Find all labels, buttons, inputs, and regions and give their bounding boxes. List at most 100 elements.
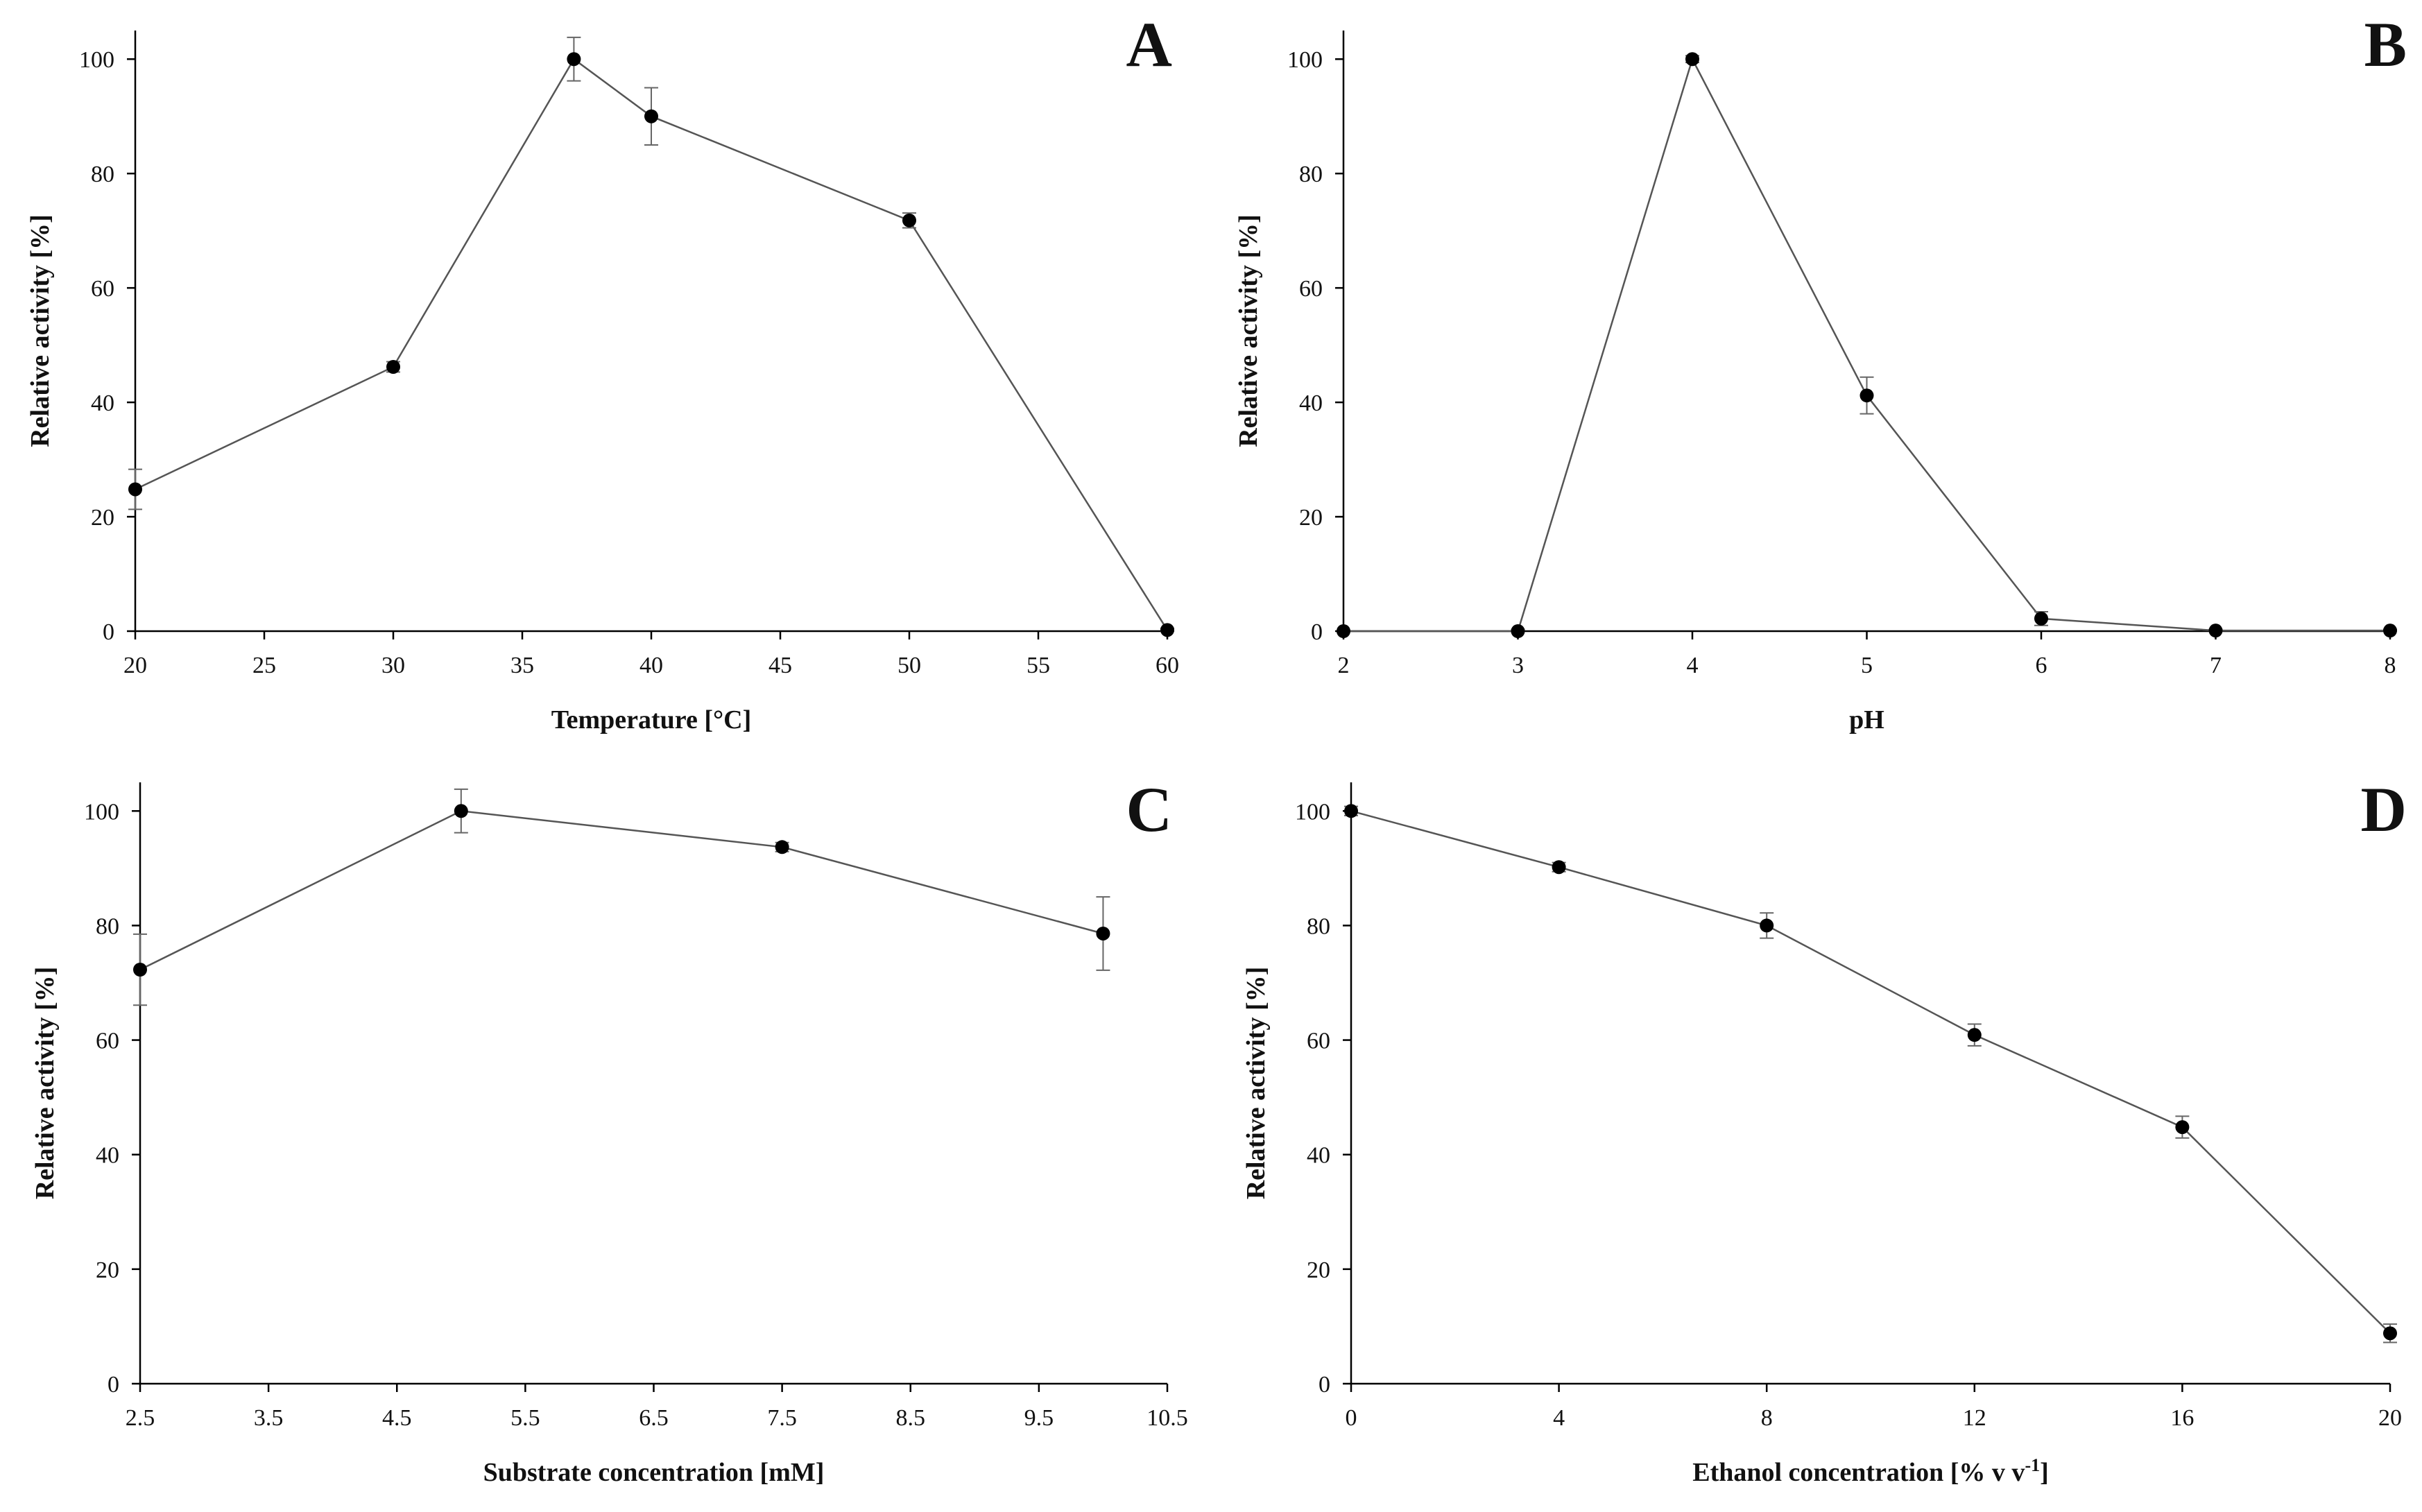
panel-a-y-tick-label: 60 xyxy=(91,276,114,302)
panel-d-letter: D xyxy=(2361,774,2407,845)
panel-b-x-tick-label: 2 xyxy=(1338,653,1350,678)
panel-d-x-tick-label: 16 xyxy=(2170,1405,2194,1431)
panel-c-x-tick-label: 8.5 xyxy=(896,1405,926,1431)
panel-b-y-tick-label: 100 xyxy=(1287,47,1323,73)
panel-b-data-point xyxy=(2208,624,2223,638)
panel-c-x-tick-label: 2.5 xyxy=(126,1405,155,1431)
panel-a-x-tick-label: 55 xyxy=(1027,653,1050,678)
panel-b-data-point xyxy=(2383,624,2397,638)
panel-a-series-line xyxy=(135,58,1169,631)
panel-a-x-tick-label: 50 xyxy=(897,653,921,678)
panel-d-data-point xyxy=(1344,804,1358,818)
panel-d-y-tick-label: 0 xyxy=(1319,1372,1330,1398)
panel-b-x-tick-label: 3 xyxy=(1512,653,1524,678)
panel-a-x-tick-label: 35 xyxy=(510,653,534,678)
panel-a-x-axis-title: Temperature [°C] xyxy=(551,705,752,734)
panel-c-letter: C xyxy=(1126,774,1172,845)
panel-b-data-point xyxy=(1685,52,1699,67)
panel-b-y-axis-title: Relative activity [%] xyxy=(1234,214,1263,447)
panel-b-y-tick-label: 40 xyxy=(1299,390,1323,416)
panel-c-chart: 0 20 40 60 80 100 2.5 3.5 4.5 5.5 6.5 7.5 8.5 9.5 10.5… xyxy=(31,774,1188,1487)
panel-c-data-point xyxy=(133,963,147,977)
panel-c-x-tick-label: 7.5 xyxy=(767,1405,797,1431)
panel-a-data-point xyxy=(128,482,142,497)
panel-a-x-tick-label: 40 xyxy=(639,653,663,678)
panel-c-x-tick-label: 4.5 xyxy=(382,1405,412,1431)
panel-b-y-tick-label: 60 xyxy=(1299,276,1323,302)
panel-c-data-point xyxy=(454,804,468,818)
panel-b-x-tick-label: 4 xyxy=(1687,653,1699,678)
panel-a-y-axis-title: Relative activity [%] xyxy=(26,214,55,447)
panel-c-data-point xyxy=(775,840,789,854)
panel-d-y-tick-label: 100 xyxy=(1295,799,1330,825)
panel-d-data-point xyxy=(2175,1120,2190,1135)
panel-a-data-point xyxy=(644,109,658,123)
panel-a-y-tick-label: 80 xyxy=(91,162,114,187)
panel-c-x-tick-label: 3.5 xyxy=(254,1405,284,1431)
panel-c-x-tick-label: 5.5 xyxy=(510,1405,540,1431)
panel-a-y-tick-label: 40 xyxy=(91,390,114,416)
panel-d-x-tick-label: 12 xyxy=(1963,1405,1986,1431)
panel-b-x-axis-title: pH xyxy=(1849,705,1884,734)
panel-a-x-tick-label: 60 xyxy=(1156,653,1179,678)
panel-b-data-point xyxy=(1860,388,1874,403)
panel-c-y-tick-label: 0 xyxy=(108,1372,119,1398)
panel-c-series-line xyxy=(139,810,1103,971)
panel-d-data-point xyxy=(1552,860,1566,875)
panel-c-y-axis-title: Relative activity [%] xyxy=(31,967,60,1200)
panel-b-data-point xyxy=(1337,624,1350,638)
panel-b-series-line xyxy=(1343,56,2390,633)
panel-d-series-line xyxy=(1350,810,2391,1334)
panel-d-y-axis-title: Relative activity [%] xyxy=(1242,967,1271,1200)
panel-a-x-tick-label: 45 xyxy=(768,653,792,678)
panel-b-data-point xyxy=(1511,624,1525,638)
panel-a-y-tick-label: 100 xyxy=(79,47,114,73)
panel-d-x-axis-title: Ethanol concentration [% v v-1] xyxy=(1692,1455,2049,1487)
panel-c-y-tick-label: 20 xyxy=(96,1257,119,1283)
panel-b-letter: B xyxy=(2364,9,2407,80)
panel-b-x-tick-label: 5 xyxy=(1861,653,1873,678)
panel-a-data-point xyxy=(567,52,581,67)
panel-a-x-tick-label: 20 xyxy=(123,653,147,678)
panel-a-chart: 0 20 40 60 80 100 20 25 30 35 40 45 50 55 60 Temperatur… xyxy=(26,9,1179,734)
panel-c-y-tick-label: 80 xyxy=(96,913,119,939)
panel-b-y-tick-label: 0 xyxy=(1311,619,1323,645)
panel-c-y-tick-label: 60 xyxy=(96,1029,119,1054)
panel-a-y-tick-label: 0 xyxy=(103,619,114,645)
panel-c-x-tick-label: 9.5 xyxy=(1024,1405,1054,1431)
panel-b-x-tick-label: 8 xyxy=(2385,653,2396,678)
panel-a-data-point xyxy=(902,213,916,227)
panel-d-data-point xyxy=(1967,1028,1982,1042)
panel-b-y-tick-label: 20 xyxy=(1299,505,1323,531)
panel-d-y-tick-label: 40 xyxy=(1307,1143,1330,1169)
panel-d-y-tick-label: 80 xyxy=(1307,913,1330,939)
panel-c-x-tick-label: 6.5 xyxy=(639,1405,669,1431)
panel-b-x-tick-label: 7 xyxy=(2210,653,2222,678)
panel-d-y-tick-label: 60 xyxy=(1307,1029,1330,1054)
panel-d-x-tick-label: 8 xyxy=(1761,1405,1773,1431)
panel-a-data-point xyxy=(1160,623,1174,637)
panel-d-x-axis-title-superscript: -1 xyxy=(2025,1455,2040,1475)
panel-b-chart: 0 20 40 60 80 100 2 3 4 5 6 7 8 pH Relative activity [… xyxy=(1234,9,2407,734)
panel-a-x-tick-label: 25 xyxy=(252,653,276,678)
panel-d-data-point xyxy=(1760,918,1774,933)
panel-b-y-tick-label: 80 xyxy=(1299,162,1323,187)
panel-a-y-tick-label: 20 xyxy=(91,505,114,531)
panel-d-x-tick-label: 0 xyxy=(1346,1405,1357,1431)
panel-c-x-axis-title: Substrate concentration [mM] xyxy=(483,1458,825,1487)
panel-a-data-point xyxy=(386,359,400,374)
panel-a-letter: A xyxy=(1126,9,1172,80)
panel-a-x-tick-label: 30 xyxy=(381,653,405,678)
panel-c-x-tick-label: 10.5 xyxy=(1146,1405,1188,1431)
panel-d-data-point xyxy=(2383,1326,2397,1341)
panel-d-x-tick-label: 20 xyxy=(2378,1405,2402,1431)
panel-c-data-point xyxy=(1096,926,1110,940)
panel-d-chart: 0 20 40 60 80 100 0 4 8 12 16 20 Ethanol concentrati… xyxy=(1242,774,2407,1487)
panel-d-x-tick-label: 4 xyxy=(1553,1405,1565,1431)
panel-b-data-point xyxy=(2034,611,2048,626)
panel-b-x-tick-label: 6 xyxy=(2036,653,2047,678)
panel-d-y-tick-label: 20 xyxy=(1307,1257,1330,1283)
panel-c-y-tick-label: 100 xyxy=(84,799,119,825)
panel-c-y-tick-label: 40 xyxy=(96,1143,119,1169)
